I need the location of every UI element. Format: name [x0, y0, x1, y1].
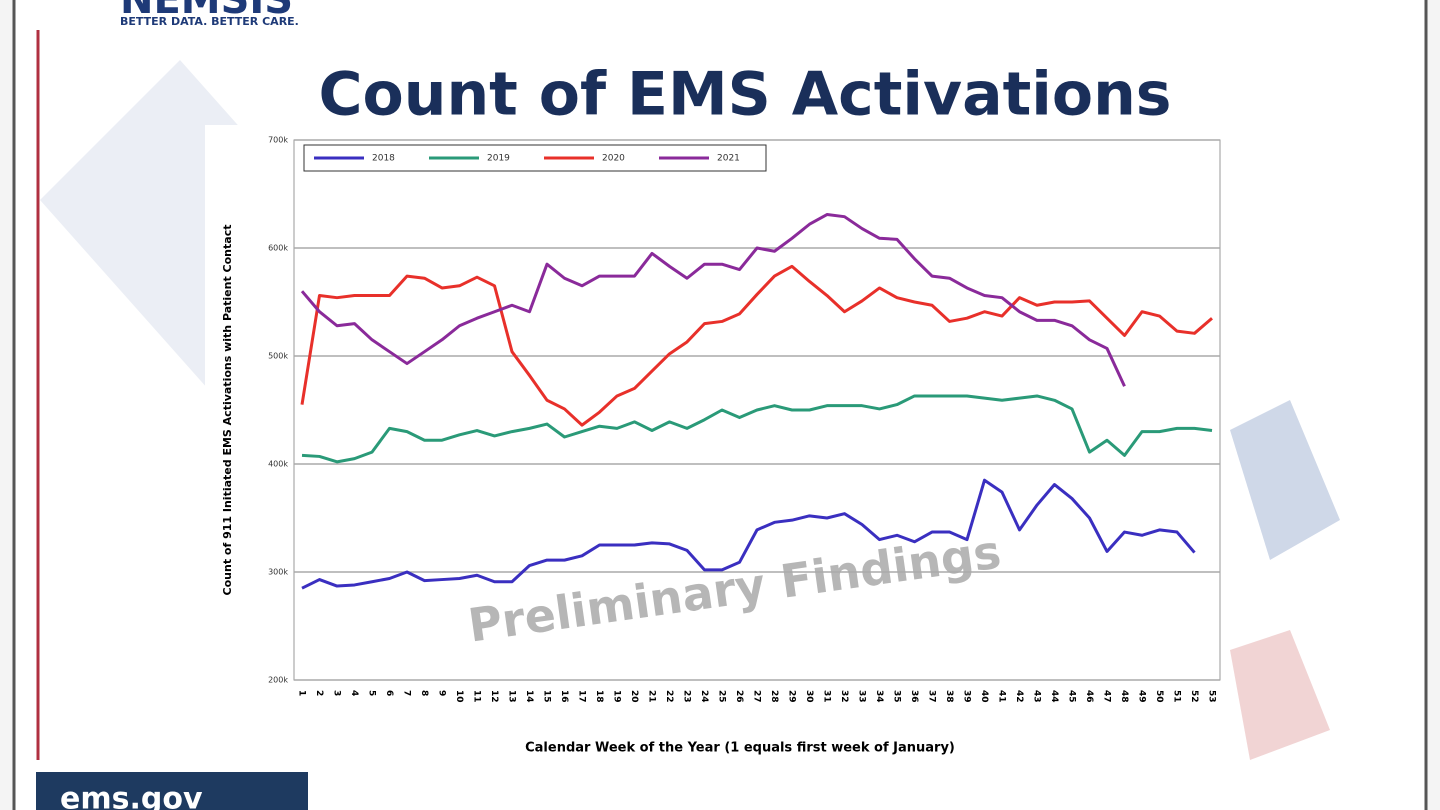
x-tick-label: 27 — [752, 690, 762, 703]
x-tick-label: 53 — [1207, 690, 1217, 703]
x-tick-label: 4 — [349, 690, 359, 696]
series-line — [300, 264, 1213, 427]
x-tick-label: 31 — [822, 690, 832, 703]
x-tick-label: 14 — [524, 690, 534, 703]
x-tick-label: 32 — [839, 690, 849, 703]
series-line — [301, 394, 1213, 464]
x-tick-label: 43 — [1032, 690, 1042, 703]
decoration — [1230, 630, 1330, 760]
x-tick-label: 47 — [1102, 690, 1112, 703]
logo-name: NEMSIS — [120, 0, 293, 23]
x-tick-label: 52 — [1189, 690, 1199, 703]
x-tick-label: 22 — [664, 690, 674, 703]
x-tick-label: 49 — [1137, 690, 1147, 703]
x-tick-label: 40 — [979, 690, 989, 703]
x-tick-label: 7 — [402, 690, 412, 696]
x-tick-label: 29 — [787, 690, 797, 703]
x-tick-label: 10 — [454, 690, 464, 703]
y-tick-label: 600k — [268, 244, 288, 253]
y-tick-label: 200k — [268, 676, 288, 685]
x-tick-label: 44 — [1049, 690, 1059, 703]
x-tick-label: 51 — [1172, 690, 1182, 703]
x-tick-label: 11 — [472, 690, 482, 703]
y-tick-label: 700k — [268, 136, 288, 145]
x-tick-label: 34 — [874, 690, 884, 703]
decoration — [1230, 400, 1340, 560]
x-tick-label: 20 — [629, 690, 639, 703]
x-tick-label: 5 — [367, 690, 377, 696]
x-tick-label: 26 — [734, 690, 744, 703]
x-tick-label: 18 — [594, 690, 604, 703]
x-tick-label: 17 — [577, 690, 587, 703]
x-tick-label: 39 — [962, 690, 972, 703]
x-tick-label: 24 — [699, 690, 709, 703]
x-tick-label: 36 — [909, 690, 919, 703]
x-tick-label: 16 — [559, 690, 569, 703]
x-tick-label: 3 — [332, 690, 342, 696]
x-tick-label: 2 — [314, 690, 324, 696]
x-tick-label: 45 — [1067, 690, 1077, 703]
x-tick-label: 30 — [804, 690, 814, 703]
footer-logo: ems.gov — [60, 782, 203, 810]
x-tick-label: 35 — [892, 690, 902, 703]
x-tick-label: 6 — [384, 690, 394, 696]
y-tick-label: 500k — [268, 352, 288, 361]
x-tick-label: 50 — [1154, 690, 1164, 703]
footer-logo-box — [36, 772, 308, 810]
series-line — [301, 478, 1196, 590]
series-line — [300, 213, 1126, 387]
x-tick-label: 23 — [682, 690, 692, 703]
x-tick-label: 48 — [1119, 690, 1129, 703]
x-tick-label: 15 — [542, 690, 552, 703]
x-tick-label: 41 — [997, 690, 1007, 703]
x-tick-label: 46 — [1084, 690, 1094, 703]
x-tick-label: 42 — [1014, 690, 1024, 703]
x-tick-label: 8 — [419, 690, 429, 696]
x-tick-label: 21 — [647, 690, 657, 703]
x-axis-label: Calendar Week of the Year (1 equals firs… — [525, 741, 955, 756]
x-tick-label: 9 — [437, 690, 447, 696]
chart-area — [205, 125, 1230, 770]
legend-label: 2021 — [717, 154, 740, 164]
x-tick-label: 12 — [489, 690, 499, 703]
chart-title: Count of EMS Activations — [318, 60, 1171, 130]
x-tick-label: 25 — [717, 690, 727, 703]
x-tick-label: 19 — [612, 690, 622, 703]
x-tick-label: 37 — [927, 690, 937, 703]
logo-tagline: BETTER DATA. BETTER CARE. — [120, 15, 299, 28]
x-tick-label: 28 — [769, 690, 779, 703]
legend-label: 2019 — [487, 154, 510, 164]
y-tick-label: 300k — [268, 568, 288, 577]
y-tick-label: 400k — [268, 460, 288, 469]
x-tick-label: 33 — [857, 690, 867, 703]
x-tick-label: 38 — [944, 690, 954, 703]
legend-label: 2020 — [602, 154, 625, 164]
legend-label: 2018 — [372, 154, 395, 164]
x-tick-label: 13 — [507, 690, 517, 703]
x-tick-label: 1 — [297, 690, 307, 696]
y-axis-label: Count of 911 Initiated EMS Activations w… — [221, 225, 234, 596]
